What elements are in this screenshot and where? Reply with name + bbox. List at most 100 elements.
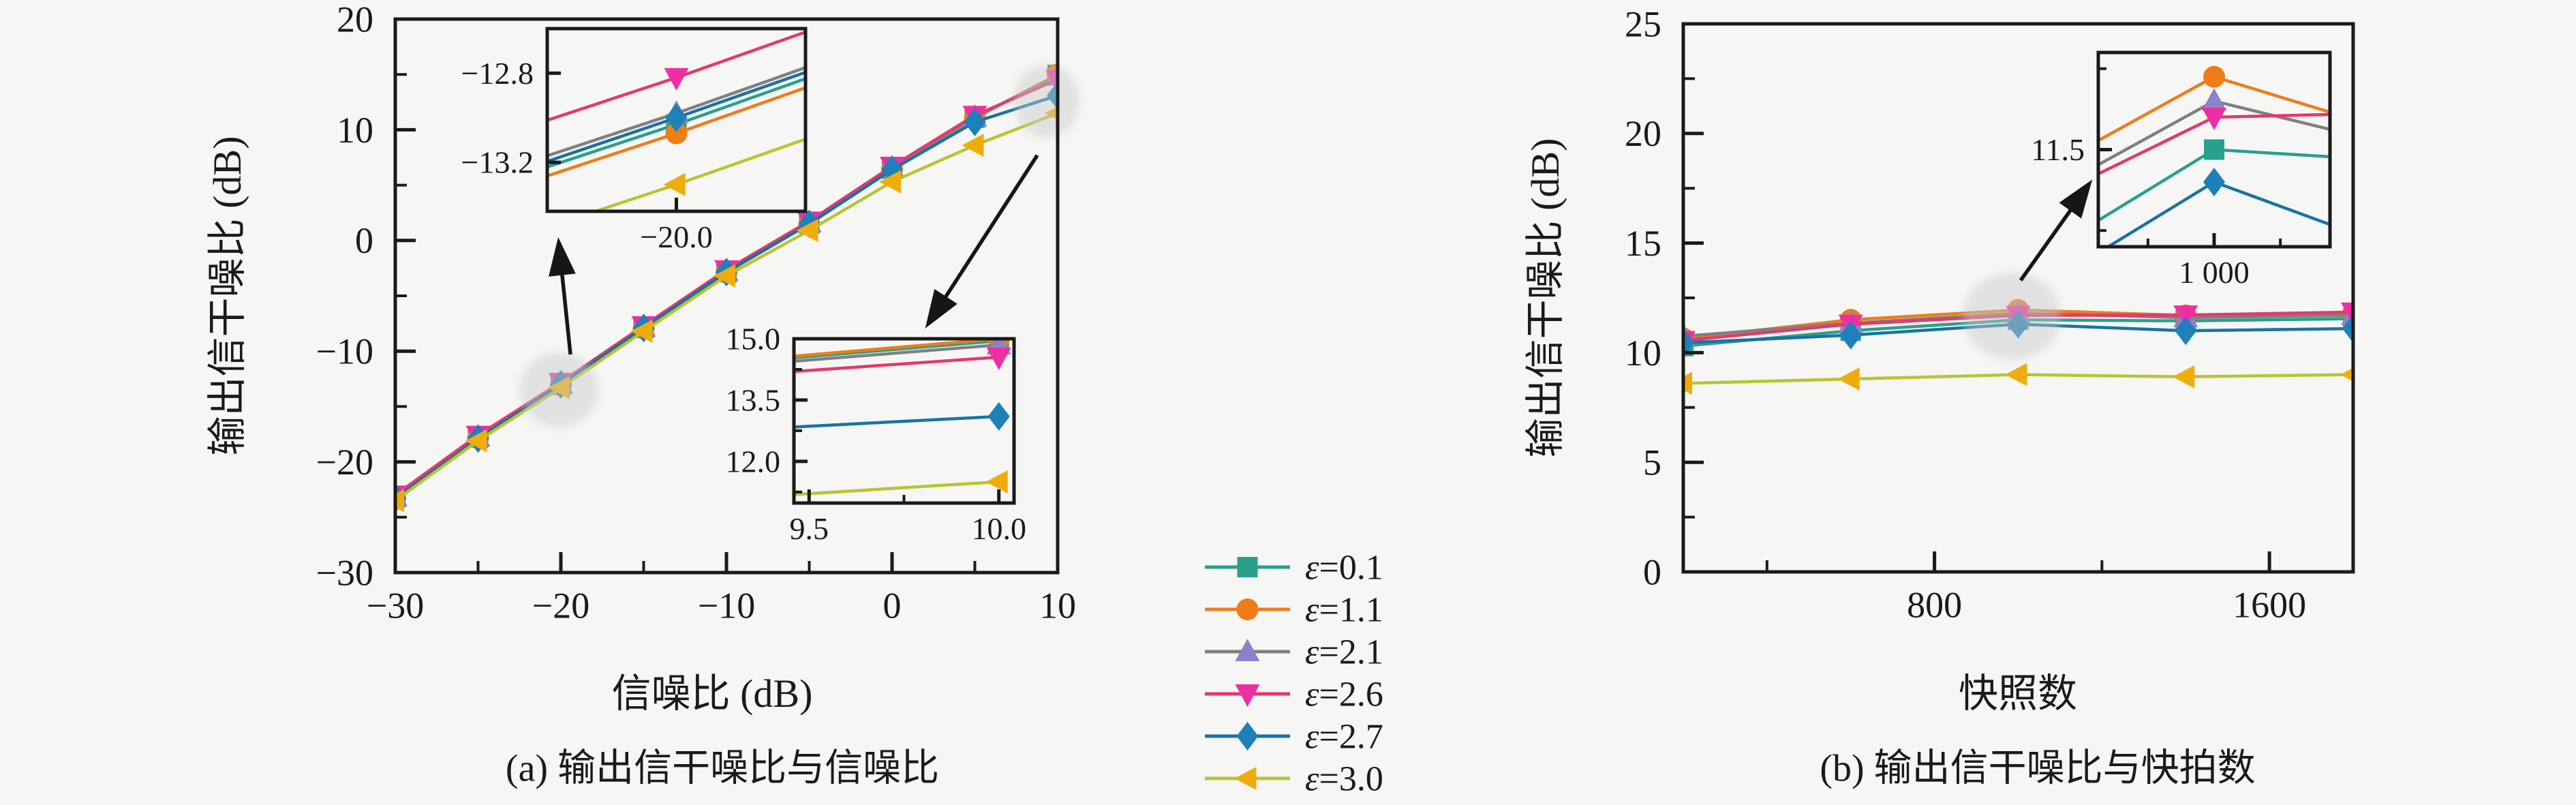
marker-ε=2.1 bbox=[1937, 258, 1961, 281]
legend-label: ε=2.7 bbox=[1305, 718, 1383, 757]
marker-ε=3.0 bbox=[2173, 365, 2195, 389]
highlight-ellipse bbox=[519, 352, 599, 428]
marker-ε=3.0 bbox=[465, 429, 487, 453]
y-tick-label: 0 bbox=[355, 220, 373, 261]
legend-marker-triangle-down bbox=[1235, 684, 1260, 707]
legend-marker-diamond bbox=[1236, 722, 1259, 750]
x-tick-label: 1600 bbox=[2233, 584, 2306, 625]
legend-label: ε=1.1 bbox=[1305, 591, 1383, 630]
x-axis-label-b: 快照数 bbox=[1958, 671, 2078, 716]
x-tick-label: 0 bbox=[883, 585, 902, 626]
marker-ε=3.0 bbox=[2069, 575, 2091, 598]
y-tick-label: 0 bbox=[1643, 551, 1661, 592]
marker-ε=3.0 bbox=[2201, 543, 2223, 566]
legend-item-ε=2.1: ε=2.1 bbox=[1205, 633, 1383, 672]
legend-label: ε=2.1 bbox=[1305, 633, 1383, 672]
x-tick-label: 1 000 bbox=[2179, 255, 2250, 290]
x-tick-label: 9.5 bbox=[790, 511, 829, 546]
inset-b-1: 1 000 11.5 bbox=[1937, 50, 2491, 619]
marker-ε=1.1 bbox=[665, 122, 688, 145]
marker-ε=0.1 bbox=[1939, 334, 1959, 354]
marker-ε=2.6 bbox=[2334, 104, 2359, 127]
marker-ε=3.0 bbox=[395, 489, 404, 513]
marker-ε=0.1 bbox=[2469, 132, 2489, 152]
legend-marker-triangle-up bbox=[1235, 639, 1260, 661]
marker-ε=1.1 bbox=[1938, 276, 1960, 298]
marker-ε=3.0 bbox=[1683, 371, 1692, 395]
marker-ε=3.0 bbox=[663, 172, 686, 196]
x-tick-label: 10 bbox=[1039, 585, 1076, 626]
y-tick-label: 20 bbox=[1625, 113, 1661, 154]
y-tick-label: 25 bbox=[1625, 3, 1661, 44]
marker-ε=2.6 bbox=[2202, 108, 2226, 130]
marker-ε=2.7 bbox=[2468, 200, 2490, 229]
series-group bbox=[1937, 65, 2491, 619]
marker-ε=2.7 bbox=[2175, 316, 2197, 346]
marker-ε=3.0 bbox=[630, 319, 653, 343]
y-tick-label: 20 bbox=[337, 0, 373, 40]
y-tick-label: 10 bbox=[337, 110, 373, 151]
x-tick-label: 800 bbox=[1907, 584, 1962, 625]
y-tick-label: 15 bbox=[1625, 223, 1661, 264]
y-tick-label: −20 bbox=[316, 442, 373, 483]
marker-ε=2.7 bbox=[665, 103, 688, 132]
marker-ε=3.0 bbox=[2340, 367, 2354, 382]
marker-ε=2.7 bbox=[2071, 249, 2093, 277]
marker-ε=2.7 bbox=[2342, 314, 2354, 344]
marker-ε=3.0 bbox=[879, 170, 901, 194]
x-tick-label: −10 bbox=[698, 585, 755, 626]
x-tick-label: −20 bbox=[532, 585, 589, 626]
marker-ε=2.1 bbox=[2334, 121, 2359, 143]
inset-a-2: 9.5 10.0 15.0 13.5 12.0 bbox=[726, 322, 1026, 546]
legend: ε=0.1ε=1.1ε=2.1ε=2.6 ε=2.7ε=3.0 bbox=[1205, 549, 1383, 799]
y-tick-label: 11.5 bbox=[2031, 132, 2085, 167]
marker-ε=2.1 bbox=[2467, 104, 2491, 127]
annotation-arrow-shaft bbox=[559, 269, 572, 355]
marker-ε=2.7 bbox=[1683, 328, 1694, 357]
y-tick-label: 12.0 bbox=[726, 444, 781, 479]
marker-ε=2.7 bbox=[964, 108, 986, 137]
y-tick-label: −30 bbox=[316, 552, 373, 593]
y-tick-label: 10 bbox=[1625, 333, 1661, 374]
legend-marker-triangle-left bbox=[1234, 767, 1257, 790]
marker-ε=2.1 bbox=[2202, 88, 2226, 111]
y-tick-label: −13.2 bbox=[461, 145, 534, 180]
annotation-arrow-shaft bbox=[941, 154, 1039, 303]
legend-label: ε=3.0 bbox=[1305, 760, 1383, 799]
marker-ε=2.6 bbox=[986, 347, 1011, 370]
annotation-arrowhead bbox=[925, 289, 957, 329]
caption-b: (b) 输出信干噪比与快拍数 bbox=[1820, 747, 2256, 790]
series-line-ε=3.0 bbox=[1949, 554, 2479, 619]
marker-ε=3.0 bbox=[2005, 363, 2027, 386]
legend-marker-circle bbox=[1236, 598, 1259, 620]
x-tick-label: −30 bbox=[367, 585, 424, 626]
series-group bbox=[395, 63, 1058, 513]
x-axis-label-a: 信噪比 (dB) bbox=[611, 671, 813, 716]
marker-ε=1.1 bbox=[2203, 65, 2225, 88]
series-group bbox=[793, 338, 1011, 496]
highlight-ellipse bbox=[1013, 64, 1079, 138]
x-tick-label: 10.0 bbox=[971, 511, 1026, 546]
chart-b: 800 1600 0 5 10 15 20 25 1 000 11.5 bbox=[1625, 3, 2491, 625]
x-tick-label: −20.0 bbox=[640, 219, 712, 254]
caption-a: (a) 输出信干噪比与信噪比 bbox=[505, 747, 940, 790]
legend-item-ε=3.0: ε=3.0 bbox=[1205, 760, 1383, 799]
annotation-arrowhead bbox=[549, 237, 576, 277]
marker-ε=1.1 bbox=[2468, 90, 2490, 112]
legend-label: ε=2.6 bbox=[1305, 675, 1383, 714]
annotation-arrow-shaft bbox=[2019, 204, 2075, 282]
marker-ε=0.1 bbox=[2204, 139, 2224, 160]
y-axis-label-b: 输出信干噪比 (dB) bbox=[1523, 138, 1567, 458]
y-tick-label: 5 bbox=[1643, 442, 1661, 483]
legend-item-ε=2.6: ε=2.6 bbox=[1205, 675, 1383, 714]
marker-ε=3.0 bbox=[1837, 367, 1860, 391]
y-tick-label: −12.8 bbox=[461, 56, 534, 91]
marker-ε=3.0 bbox=[962, 134, 984, 157]
marker-ε=2.6 bbox=[2467, 83, 2491, 106]
y-tick-label: 15.0 bbox=[726, 322, 781, 356]
marker-ε=3.0 bbox=[796, 219, 818, 243]
